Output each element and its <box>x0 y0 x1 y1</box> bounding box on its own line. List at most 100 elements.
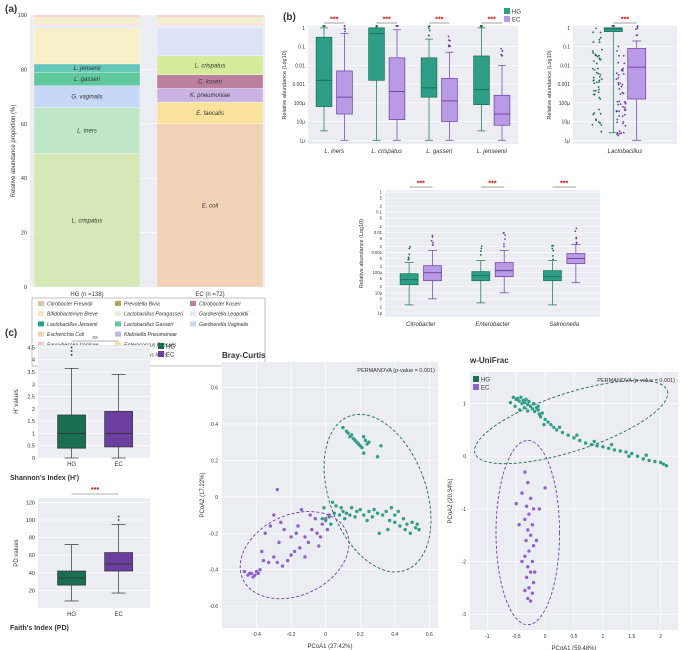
d1-ec-point <box>256 571 260 576</box>
legend-entry-label: Lactobacillus Paragasseri <box>124 312 184 318</box>
d1-ec-point <box>277 540 281 545</box>
d1-hg-point <box>330 500 335 504</box>
c1-ytick-label: 0.5 <box>27 444 35 450</box>
d2-hg-point <box>527 399 531 404</box>
b2-ec-point <box>618 114 620 117</box>
c2-ec-box <box>104 552 133 572</box>
d1-hg-point <box>401 516 406 521</box>
b2-ec-outlier <box>635 34 638 37</box>
d2-ec-point <box>533 570 537 574</box>
d1-ec-point <box>292 549 297 554</box>
b1-ec-box <box>388 57 406 121</box>
d1-hg-point <box>386 527 390 532</box>
d1-hg-point <box>377 531 381 535</box>
b1-legend-swatch-hg <box>504 8 510 14</box>
b2-hg-box <box>603 27 623 32</box>
legend-entry-label: Prevotella Bivia <box>124 302 160 308</box>
d2-hg-point <box>530 407 535 411</box>
b1-ytick-label: 100µ <box>294 101 305 107</box>
b1-ec-outlier <box>447 35 450 38</box>
d1-xtick-label: 0 <box>324 632 327 638</box>
c2-ytick-label: 40 <box>29 571 35 577</box>
d1-ytick-label: -0.6 <box>209 604 218 610</box>
b2-hg-point <box>593 60 595 63</box>
b1-ytick-label: 0.01 <box>295 63 305 69</box>
b1-sig-label: *** <box>330 17 338 24</box>
d2-ec-point <box>526 565 530 569</box>
d2-hg-point <box>601 445 605 449</box>
d2-hg-point <box>536 408 540 412</box>
d2-hg-point <box>540 411 544 415</box>
d1-ec-point <box>266 560 271 565</box>
d2-ec-point <box>514 501 518 506</box>
b1-ec-box <box>441 78 458 122</box>
d2-hg-point <box>515 396 520 401</box>
b2-hg-point <box>591 123 594 126</box>
d2-hg-point <box>644 453 648 457</box>
c2-plot-area <box>38 498 150 608</box>
b2-hg-point <box>598 38 601 41</box>
b1-ec-outlier <box>500 53 503 56</box>
d1-hg-point <box>334 504 338 508</box>
panel-label-a: (a) <box>5 4 17 15</box>
legend-entry-label: Bifidobacterium Breve <box>47 312 98 318</box>
b2-hg-point <box>594 89 597 92</box>
d1-ec-point <box>296 524 300 528</box>
b3-hg-outlier <box>479 253 482 256</box>
b2-hg-point <box>601 48 603 51</box>
d1-xtick-label: -0.2 <box>287 632 296 638</box>
stacked-bar-segment-label: L. iners <box>77 129 97 135</box>
d2-ytick-label: -1 <box>462 507 467 513</box>
d2-hg-point <box>575 433 579 437</box>
d2-ytick-label: -3 <box>462 612 467 618</box>
d1-ylabel: PCoA2 (17.22%) <box>200 472 206 517</box>
d1-hg-point <box>348 513 352 517</box>
c2-ylabel: PD values <box>14 539 20 566</box>
d2-hg-point <box>606 446 611 451</box>
c1-legend-label-ec: EC <box>166 353 175 359</box>
d1-hg-point <box>329 522 333 526</box>
b3-ytick-label: 0.001 <box>372 250 383 255</box>
d2-hg-point <box>560 430 565 435</box>
d2-permanova-annotation: PERMANOVA (p-value = 0.001) <box>597 378 675 384</box>
b2-sig-label: *** <box>621 17 629 24</box>
b2-ec-point <box>615 72 618 75</box>
d2-xtick-label: -0.5 <box>512 634 521 640</box>
b2-ytick-label: 1µ <box>564 138 570 144</box>
b2-hg-point <box>595 81 598 84</box>
b3-hg-outlier <box>408 253 411 256</box>
b2-hg-point <box>595 62 598 65</box>
d1-hg-point <box>339 506 343 510</box>
stacked-bar-segment <box>33 153 141 288</box>
d2-hg-point <box>595 444 599 448</box>
c2-ytick-label: 100 <box>26 518 35 524</box>
b1-hg-outlier <box>323 25 326 27</box>
d2-ec-point <box>543 486 547 490</box>
c1-hg-outlier <box>70 353 73 356</box>
c1-ytick-label: 3.5 <box>27 370 35 376</box>
b3-ec-outlier <box>575 241 578 244</box>
b2-hg-point <box>599 36 602 39</box>
c2-category-label: EC <box>114 612 123 618</box>
c1-ylabel: H' values <box>14 389 20 414</box>
legend-entry-label: Gardnerella Leopoldii <box>199 312 249 318</box>
b1-category-label: L. gasseri <box>426 149 453 155</box>
c2-ytick-label: 20 <box>29 588 35 594</box>
b1-ec-outlier <box>344 30 346 33</box>
b2-ec-point <box>616 100 619 103</box>
b2-hg-point <box>600 78 603 81</box>
b2-hg-point <box>599 31 602 34</box>
d1-plot-area <box>222 362 438 628</box>
d2-ytick-label: 0 <box>463 454 466 460</box>
d1-ec-point <box>303 555 307 559</box>
b1-hg-outlier <box>428 29 431 32</box>
b2-ec-point <box>619 93 622 96</box>
d2-hg-point <box>653 459 657 464</box>
b2-hg-point <box>598 54 600 57</box>
b2-ec-point <box>624 102 627 105</box>
d1-hg-point <box>367 509 371 514</box>
d1-hg-point <box>358 507 362 512</box>
d1-hg-point <box>361 451 366 455</box>
b2-hg-point <box>592 113 595 116</box>
d2-hg-point <box>624 450 628 454</box>
